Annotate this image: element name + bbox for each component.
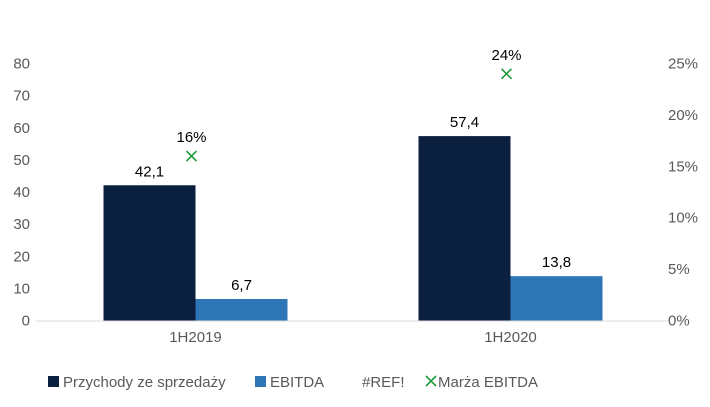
legend-swatch <box>48 376 59 387</box>
y-left-tick-label: 80 <box>13 56 30 73</box>
legend-label: #REF! <box>362 374 405 391</box>
legend-label: Marża EBITDA <box>438 374 538 391</box>
y-right-tick-label: 0% <box>668 313 690 330</box>
y-right-tick-label: 15% <box>668 158 698 175</box>
data-label: 42,1 <box>135 163 164 180</box>
bar-przychody-ze-sprzeda-y <box>103 185 196 321</box>
data-label: 57,4 <box>450 114 479 131</box>
data-label: 24% <box>491 47 521 64</box>
y-left-tick-label: 0 <box>22 313 30 330</box>
y-left-tick-label: 70 <box>13 88 30 105</box>
y-left-tick-label: 60 <box>13 120 30 137</box>
data-label: 16% <box>176 129 206 146</box>
marker-marza-ebitda <box>185 150 198 162</box>
data-label: 6,7 <box>231 277 252 294</box>
legend-label: Przychody ze sprzedaży <box>63 374 226 391</box>
bar-przychody-ze-sprzeda-y <box>418 136 511 321</box>
y-left-tick-label: 10 <box>13 280 30 297</box>
bar-ebitda <box>510 276 603 321</box>
marker-marza-ebitda <box>500 68 513 80</box>
x-tick-label: 1H2019 <box>169 329 222 346</box>
legend-marker-x-icon <box>425 375 437 387</box>
data-label: 13,8 <box>542 254 571 271</box>
y-right-tick-label: 5% <box>668 261 690 278</box>
y-left-tick-label: 30 <box>13 216 30 233</box>
y-right-tick-label: 10% <box>668 210 698 227</box>
legend-swatch <box>255 376 266 387</box>
y-right-tick-label: 25% <box>668 56 698 73</box>
y-left-tick-label: 40 <box>13 184 30 201</box>
legend-label: EBITDA <box>270 374 324 391</box>
y-right-tick-label: 20% <box>668 107 698 124</box>
bar-ebitda <box>195 298 288 321</box>
y-left-tick-label: 50 <box>13 152 30 169</box>
y-left-tick-label: 20 <box>13 248 30 265</box>
x-tick-label: 1H2020 <box>484 329 537 346</box>
